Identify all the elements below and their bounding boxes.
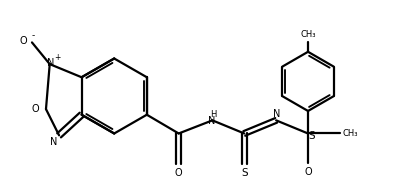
Text: N: N xyxy=(47,58,54,68)
Text: H: H xyxy=(210,110,217,119)
Text: +: + xyxy=(54,53,61,62)
Text: N: N xyxy=(50,137,57,147)
Text: O: O xyxy=(175,168,183,178)
Text: -: - xyxy=(31,31,34,40)
Text: S: S xyxy=(241,168,248,178)
Text: N: N xyxy=(274,109,281,120)
Text: S: S xyxy=(308,131,315,141)
Text: O: O xyxy=(19,36,27,46)
Text: O: O xyxy=(304,167,312,177)
Text: CH₃: CH₃ xyxy=(300,30,316,39)
Text: CH₃: CH₃ xyxy=(343,129,358,138)
Text: O: O xyxy=(31,104,39,114)
Text: N: N xyxy=(208,116,215,126)
